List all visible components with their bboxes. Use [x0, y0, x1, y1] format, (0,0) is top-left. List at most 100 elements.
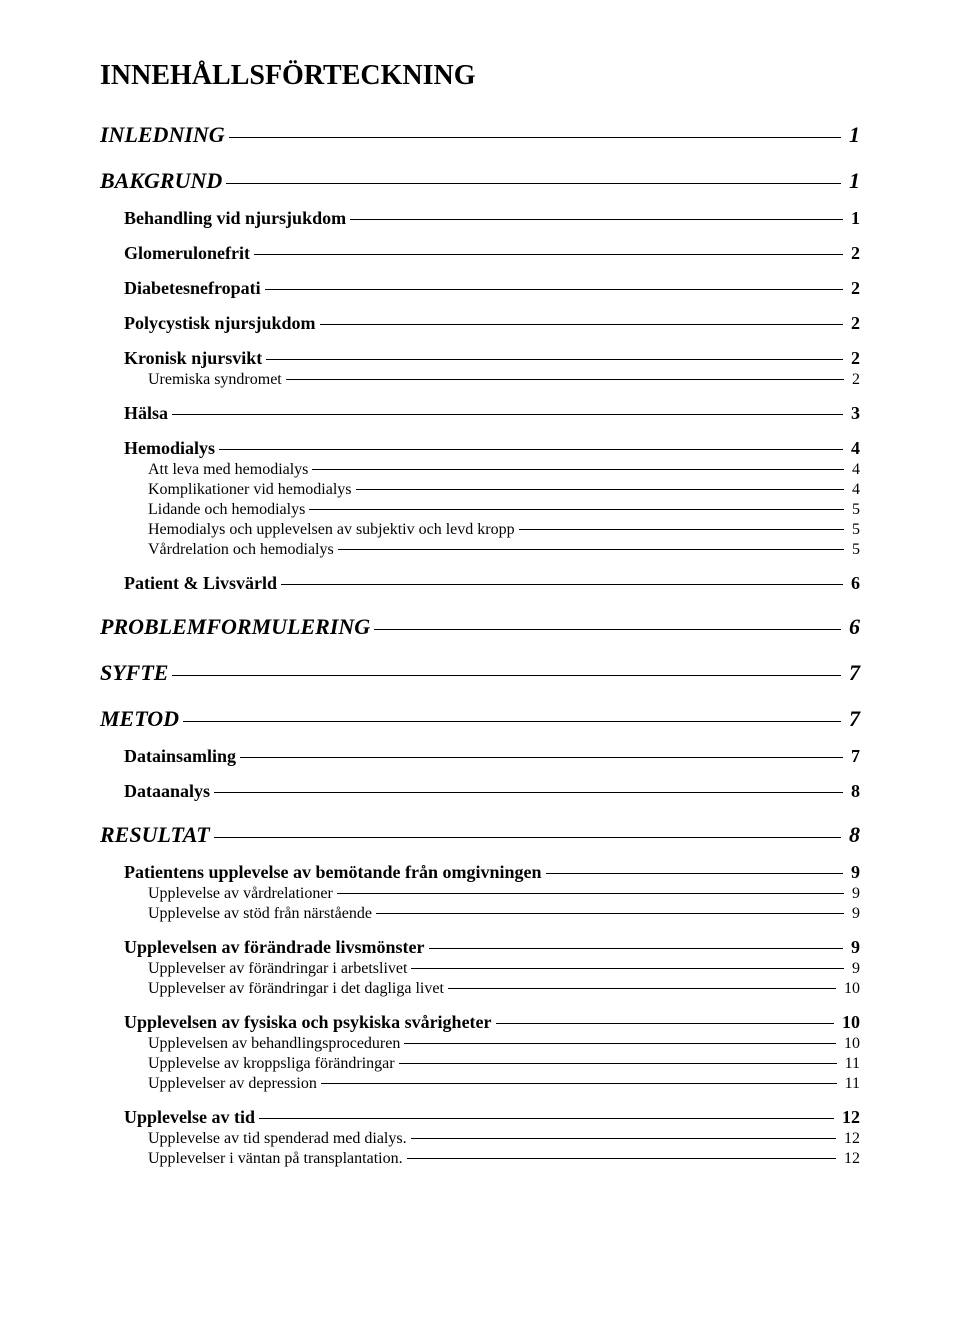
toc-entry-label: Dataanalys	[124, 781, 210, 802]
toc-entry-label: METOD	[100, 706, 179, 732]
toc-entry-page: 1	[845, 168, 860, 194]
toc-entry-label: PROBLEMFORMULERING	[100, 614, 370, 640]
page-title: INNEHÅLLSFÖRTECKNING	[100, 60, 860, 92]
toc-entry-label: Att leva med hemodialys	[148, 461, 308, 479]
toc-entry-page: 12	[840, 1130, 860, 1148]
toc-entry-label: Upplevelser av förändringar i arbetslive…	[148, 960, 407, 978]
toc-entry-page: 2	[848, 371, 860, 389]
toc-entry: Upplevelse av vårdrelationer 9	[100, 885, 860, 903]
toc-entry: PROBLEMFORMULERING 6	[100, 614, 860, 640]
toc-entry: METOD7	[100, 706, 860, 732]
toc-entry-label: Hälsa	[124, 403, 168, 424]
toc-leader-line	[259, 1118, 834, 1119]
toc-entry: Lidande och hemodialys5	[100, 501, 860, 519]
toc-leader-line	[183, 721, 841, 722]
toc-leader-line	[376, 913, 844, 914]
toc-entry: RESULTAT 8	[100, 822, 860, 848]
toc-entry: Upplevelser av förändringar i det daglig…	[100, 980, 860, 998]
toc-entry: Upplevelsen av förändrade livsmönster 9	[100, 937, 860, 958]
toc-leader-line	[337, 893, 844, 894]
toc-entry-page: 1	[847, 208, 860, 229]
toc-entry-label: Patient & Livsvärld	[124, 573, 277, 594]
toc-entry: Upplevelse av stöd från närstående9	[100, 905, 860, 923]
toc-entry-page: 8	[847, 781, 860, 802]
toc-leader-line	[407, 1158, 836, 1159]
toc-leader-line	[172, 414, 843, 415]
toc-entry-label: INLEDNING	[100, 122, 225, 148]
toc-entry: Glomerulonefrit 2	[100, 243, 860, 264]
toc-entry-page: 1	[845, 122, 860, 148]
toc-entry: Patient & Livsvärld6	[100, 573, 860, 594]
toc-leader-line	[254, 254, 843, 255]
toc-leader-line	[265, 289, 843, 290]
toc-entry-label: Upplevelse av stöd från närstående	[148, 905, 372, 923]
toc-entry: Vårdrelation och hemodialys5	[100, 541, 860, 559]
toc-entry-label: Upplevelsen av förändrade livsmönster	[124, 937, 425, 958]
toc-entry: Patientens upplevelse av bemötande från …	[100, 862, 860, 883]
toc-entry-label: Upplevelsen av fysiska och psykiska svår…	[124, 1012, 492, 1033]
toc-entry-label: Datainsamling	[124, 746, 236, 767]
toc-entry-page: 10	[840, 980, 860, 998]
toc-entry-label: RESULTAT	[100, 822, 210, 848]
toc-entry-page: 12	[840, 1150, 860, 1168]
toc-leader-line	[266, 359, 843, 360]
toc-leader-line	[172, 675, 841, 676]
toc-entry: SYFTE 7	[100, 660, 860, 686]
toc-leader-line	[411, 1138, 836, 1139]
toc-leader-line	[399, 1063, 837, 1064]
toc-leader-line	[411, 968, 844, 969]
toc-entry-page: 6	[845, 614, 860, 640]
toc-entry: Dataanalys 8	[100, 781, 860, 802]
toc-entry: Hemodialys 4	[100, 438, 860, 459]
toc-entry: Komplikationer vid hemodialys4	[100, 481, 860, 499]
toc-entry-label: Upplevelse av vårdrelationer	[148, 885, 333, 903]
toc-entry-page: 9	[847, 937, 860, 958]
toc-entry-page: 2	[847, 278, 860, 299]
toc-entry: Upplevelsen av fysiska och psykiska svår…	[100, 1012, 860, 1033]
toc-entry: Upplevelser av depression11	[100, 1075, 860, 1093]
toc-leader-line	[312, 469, 844, 470]
toc-entry-page: 8	[845, 822, 860, 848]
toc-entry-label: BAKGRUND	[100, 168, 222, 194]
toc-entry: BAKGRUND 1	[100, 168, 860, 194]
toc-entry-page: 2	[847, 348, 860, 369]
toc-entry-page: 10	[840, 1035, 860, 1053]
toc-entry: INLEDNING 1	[100, 122, 860, 148]
toc-entry-page: 4	[848, 461, 860, 479]
toc-entry-label: Diabetesnefropati	[124, 278, 261, 299]
toc-entry-label: Hemodialys	[124, 438, 215, 459]
toc-leader-line	[448, 988, 836, 989]
toc-entry-label: Upplevelser i väntan på transplantation.	[148, 1150, 403, 1168]
toc-leader-line	[546, 873, 843, 874]
toc-entry-page: 3	[847, 403, 860, 424]
toc-entry-label: Vårdrelation och hemodialys	[148, 541, 334, 559]
toc-entry-label: Upplevelse av tid	[124, 1107, 255, 1128]
toc-entry-label: Kronisk njursvikt	[124, 348, 262, 369]
toc-entry: Kronisk njursvikt 2	[100, 348, 860, 369]
toc-entry: Upplevelse av tid spenderad med dialys.1…	[100, 1130, 860, 1148]
toc-entry-page: 9	[848, 885, 860, 903]
toc-entry-page: 2	[847, 243, 860, 264]
toc-leader-line	[229, 137, 841, 138]
toc-leader-line	[320, 324, 843, 325]
toc-leader-line	[286, 379, 844, 380]
toc-entry-label: Upplevelser av förändringar i det daglig…	[148, 980, 444, 998]
toc-entry-label: Patientens upplevelse av bemötande från …	[124, 862, 542, 883]
toc-entry-label: SYFTE	[100, 660, 168, 686]
toc-entry-label: Upplevelsen av behandlingsproceduren	[148, 1035, 400, 1053]
toc-entry-page: 5	[848, 521, 860, 539]
toc-entry-page: 4	[847, 438, 860, 459]
toc-entry: Upplevelse av kroppsliga förändringar11	[100, 1055, 860, 1073]
toc-leader-line	[356, 489, 844, 490]
toc-entry-label: Behandling vid njursjukdom	[124, 208, 346, 229]
toc-entry: Att leva med hemodialys 4	[100, 461, 860, 479]
toc-entry-page: 7	[845, 660, 860, 686]
toc-entry-page: 10	[838, 1012, 860, 1033]
toc-entry: Upplevelser i väntan på transplantation.…	[100, 1150, 860, 1168]
toc-entry-label: Uremiska syndromet	[148, 371, 282, 389]
toc-entry-label: Glomerulonefrit	[124, 243, 250, 264]
toc-entry-page: 7	[847, 746, 860, 767]
toc-container: INLEDNING 1 BAKGRUND 1 Behandling vid njursj…	[100, 122, 860, 1168]
toc-entry: Hemodialys och upplevelsen av subjektiv …	[100, 521, 860, 539]
toc-leader-line	[214, 837, 841, 838]
